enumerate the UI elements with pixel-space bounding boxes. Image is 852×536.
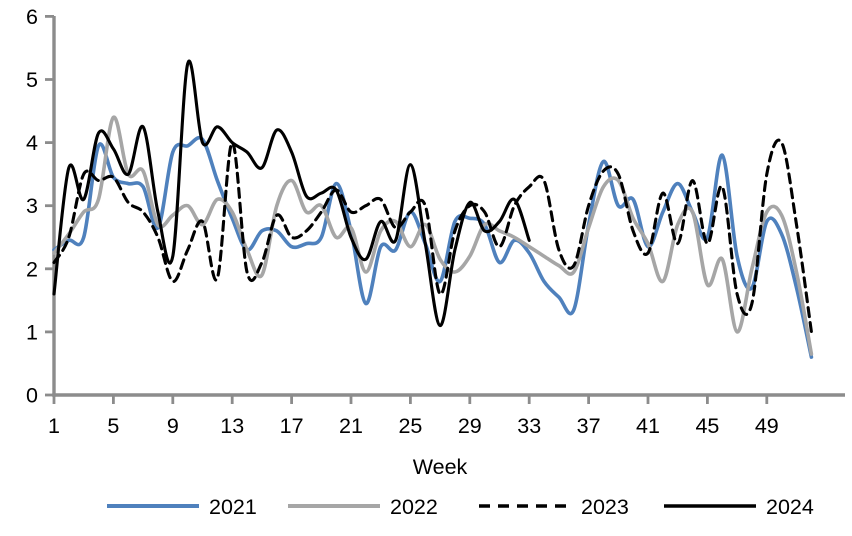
y-tick-label: 1 [26,320,38,344]
legend-item-2023: 2023 [479,495,629,519]
y-tick-label: 2 [26,257,38,281]
series-line-2022 [52,115,814,356]
x-tick-label: 49 [755,414,779,438]
y-tick-label: 4 [26,131,38,155]
x-axis-title: Week [413,455,468,479]
x-tick-label: 5 [107,414,119,438]
x-tick-label: 45 [695,414,719,438]
x-tick-label: 33 [517,414,541,438]
x-tick-label: 1 [48,414,60,438]
y-tick-label: 5 [26,68,38,92]
x-tick-label: 37 [577,414,601,438]
legend-label-2021: 2021 [209,495,257,519]
legend-label-2024: 2024 [766,495,814,519]
legend-label-2022: 2022 [390,495,438,519]
series-line-2023 [52,138,813,334]
y-tick-label: 6 [26,5,38,29]
x-tick-label: 9 [167,414,179,438]
x-tick-label: 21 [339,414,363,438]
x-tick-label: 25 [398,414,422,438]
y-tick-label: 3 [26,194,38,218]
legend: 2021 2022 2023 2024 [107,495,814,519]
x-tick-label: 41 [636,414,660,438]
y-tick-label: 0 [26,384,38,408]
series-line-2024 [52,59,531,328]
legend-item-2021: 2021 [107,495,257,519]
legend-item-2024: 2024 [664,495,814,519]
x-tick-label: 29 [458,414,482,438]
x-tick-label: 17 [280,414,304,438]
legend-label-2023: 2023 [581,495,629,519]
x-tick-label: 13 [220,414,244,438]
legend-item-2022: 2022 [288,495,438,519]
